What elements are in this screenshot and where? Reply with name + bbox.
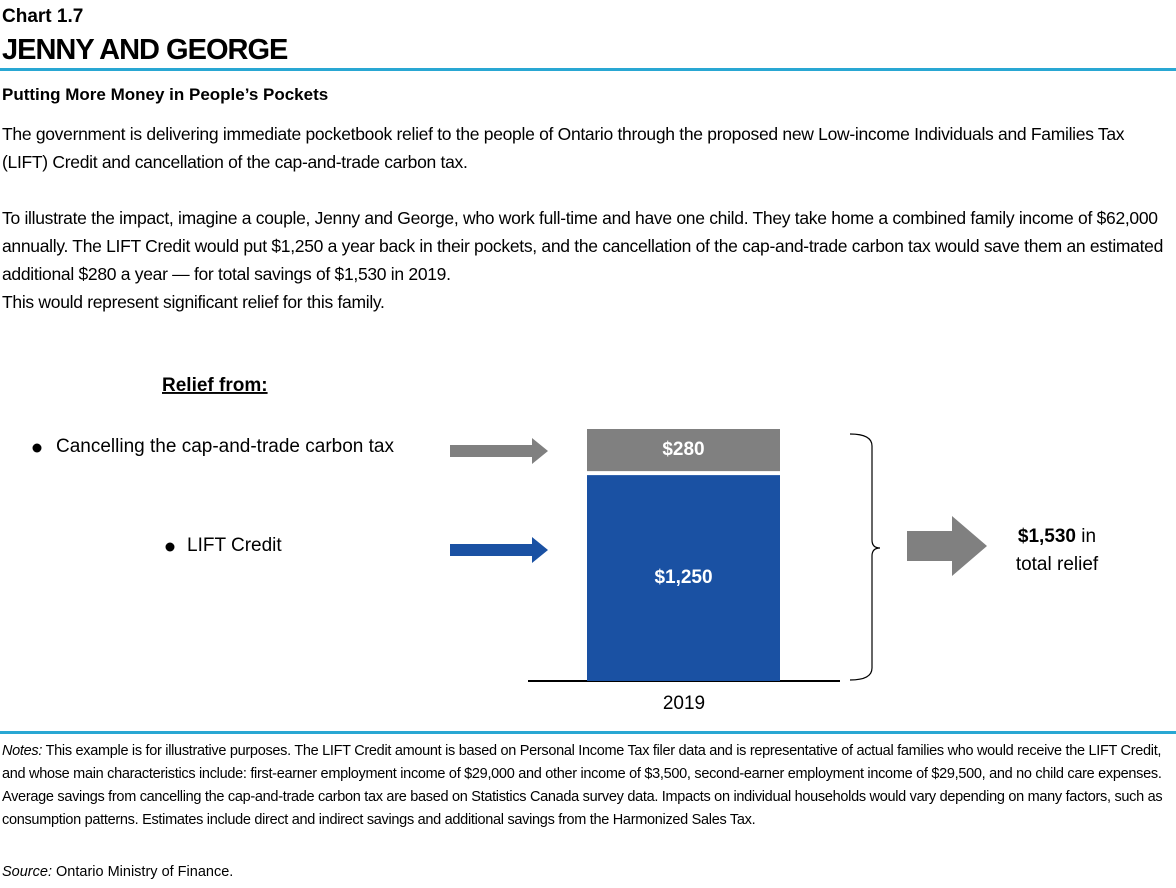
x-tick-label: 2019 <box>663 693 705 714</box>
chart-number: Chart 1.7 <box>2 6 84 27</box>
legend-bullet <box>165 542 175 552</box>
value-label: $1,250 <box>654 567 712 588</box>
subtitle: Putting More Money in People’s Pockets <box>2 85 329 104</box>
source-label: Source: <box>2 864 52 880</box>
total-arrow <box>907 516 987 576</box>
legend-bullet <box>32 443 42 453</box>
notes: Notes: This example is for illustrative … <box>2 740 1172 832</box>
source: Source: Ontario Ministry of Finance. <box>2 864 233 880</box>
notes-text: This example is for illustrative purpose… <box>2 743 1163 828</box>
notes-label: Notes: <box>2 743 43 759</box>
paragraph: To illustrate the impact, imagine a coup… <box>2 208 1164 284</box>
brace <box>849 433 881 681</box>
body-text: The government is delivering immediate p… <box>2 120 1172 316</box>
divider <box>0 68 1176 71</box>
bar-segment <box>587 475 780 681</box>
divider <box>0 731 1176 734</box>
total-value: $1,530 <box>1018 526 1076 547</box>
legend-arrow <box>450 537 548 563</box>
paragraph: The government is delivering immediate p… <box>2 124 1125 172</box>
legend-title: Relief from: <box>162 375 268 396</box>
total-text: total relief <box>1016 554 1099 575</box>
value-label: $280 <box>662 439 704 460</box>
legend-label: LIFT Credit <box>187 535 282 556</box>
total-label: $1,530 in <box>1018 526 1096 547</box>
paragraph: This would represent significant relief … <box>2 292 385 312</box>
bar-segment <box>587 429 780 472</box>
total-text: in <box>1076 526 1096 547</box>
source-text: Ontario Ministry of Finance. <box>56 864 234 880</box>
legend-label: Cancelling the cap-and-trade carbon tax <box>56 436 394 457</box>
chart-title: JENNY AND GEORGE <box>2 34 288 66</box>
legend-arrow <box>450 438 548 464</box>
